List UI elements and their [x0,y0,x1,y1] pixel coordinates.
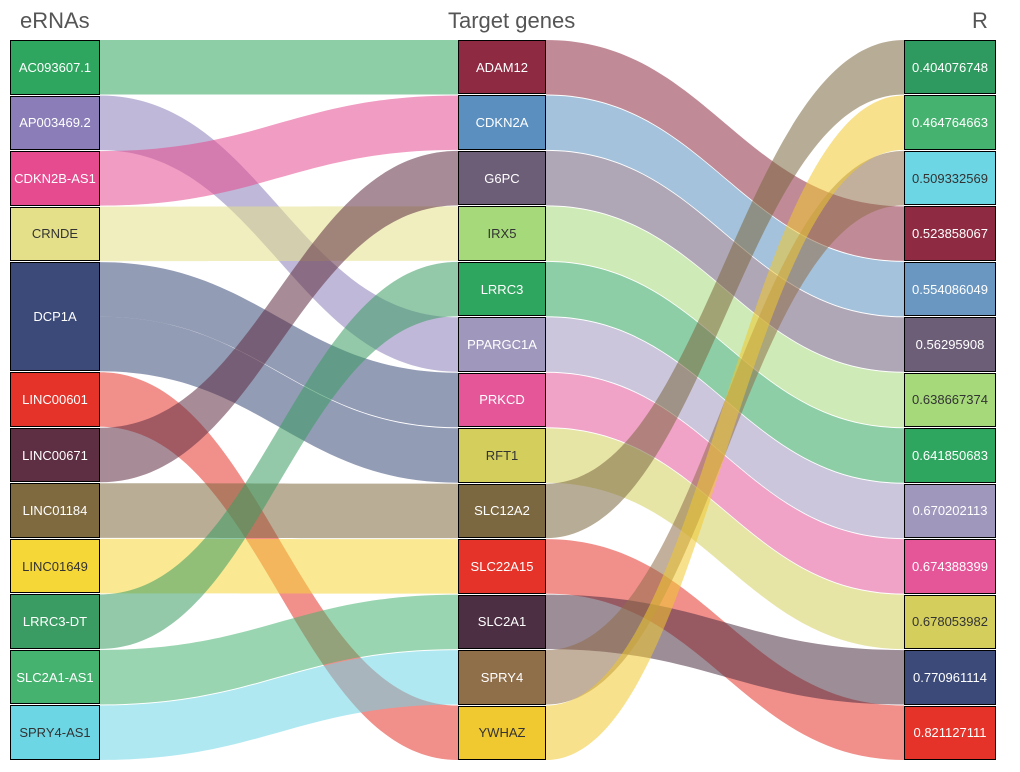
rvalue-node: 0.638667374 [904,373,996,427]
rvalue-node: 0.678053982 [904,595,996,649]
target-node: SPRY4 [458,650,546,704]
rvalue-node: 0.509332569 [904,151,996,205]
target-node: LRRC3 [458,262,546,316]
erna-node: LINC00601 [10,372,100,427]
erna-node: LINC00671 [10,428,100,483]
erna-node: AC093607.1 [10,40,100,95]
target-node: PRKCD [458,373,546,427]
link-erna-target [100,40,458,95]
rvalue-node: 0.674388399 [904,539,996,593]
erna-node: CRNDE [10,207,100,262]
target-node: ADAM12 [458,40,546,94]
rvalue-node: 0.404076748 [904,40,996,94]
erna-node: AP003469.2 [10,96,100,151]
erna-node: SLC2A1-AS1 [10,650,100,705]
target-node: PPARGC1A [458,317,546,371]
target-node: SLC2A1 [458,595,546,649]
column-header-r: R [972,8,988,34]
target-node: IRX5 [458,206,546,260]
target-node: G6PC [458,151,546,205]
target-node: SLC12A2 [458,484,546,538]
rvalue-node: 0.670202113 [904,484,996,538]
rvalue-node: 0.56295908 [904,317,996,371]
erna-node: LRRC3-DT [10,594,100,649]
rvalue-node: 0.464764663 [904,95,996,149]
erna-node: SPRY4-AS1 [10,705,100,760]
target-node: CDKN2A [458,95,546,149]
column-header-targets: Target genes [448,8,575,34]
sankey-diagram: eRNAs Target genes R AC093607.1AP003469.… [0,0,1020,772]
erna-node: LINC01184 [10,483,100,538]
target-node: YWHAZ [458,706,546,760]
target-node: RFT1 [458,428,546,482]
target-node: SLC22A15 [458,539,546,593]
rvalue-node: 0.554086049 [904,262,996,316]
erna-node: LINC01649 [10,539,100,594]
erna-node: DCP1A [10,262,100,371]
rvalue-node: 0.523858067 [904,206,996,260]
link-erna-target [100,483,458,538]
column-header-ernas: eRNAs [20,8,90,34]
rvalue-node: 0.770961114 [904,650,996,704]
rvalue-node: 0.641850683 [904,428,996,482]
rvalue-node: 0.821127111 [904,706,996,760]
erna-node: CDKN2B-AS1 [10,151,100,206]
